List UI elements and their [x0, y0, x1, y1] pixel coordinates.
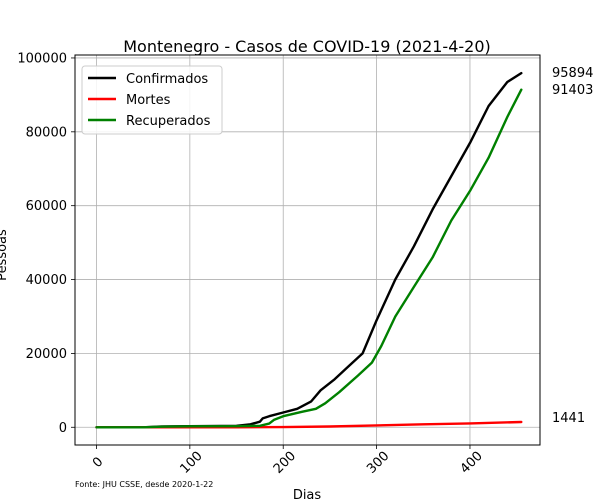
- series-layer: [95, 71, 523, 429]
- legend-box: [81, 65, 223, 135]
- y-tick-label: 40000: [26, 273, 67, 288]
- y-tick-label: 20000: [26, 347, 67, 362]
- x-axis-label: Dias: [293, 488, 322, 500]
- end-value-recuperados: 91403: [552, 83, 593, 98]
- chart-title: Montenegro - Casos de COVID-19 (2021-4-2…: [123, 37, 491, 56]
- end-value-confirmados: 95894: [552, 66, 593, 81]
- legend-label-recuperados: Recuperados: [126, 114, 211, 129]
- y-tick-label: 0: [59, 421, 67, 436]
- y-tick-label: 60000: [26, 199, 67, 214]
- y-axis-label: Pessoas: [0, 229, 10, 281]
- y-tick-label: 100000: [17, 51, 67, 66]
- source-note: Fonte: JHU CSSE, desde 2020-1-22: [75, 480, 213, 489]
- end-labels: 95894 1441 91403: [552, 66, 593, 426]
- y-tick-label: 80000: [26, 125, 67, 140]
- grid: [75, 55, 540, 445]
- plot-frame: [74, 54, 541, 446]
- end-value-mortes: 1441: [552, 411, 585, 426]
- series-line-recuperados: [95, 88, 523, 429]
- legend: Confirmados Mortes Recuperados: [81, 65, 223, 135]
- legend-label-mortes: Mortes: [126, 93, 171, 108]
- legend-label-confirmados: Confirmados: [126, 72, 208, 87]
